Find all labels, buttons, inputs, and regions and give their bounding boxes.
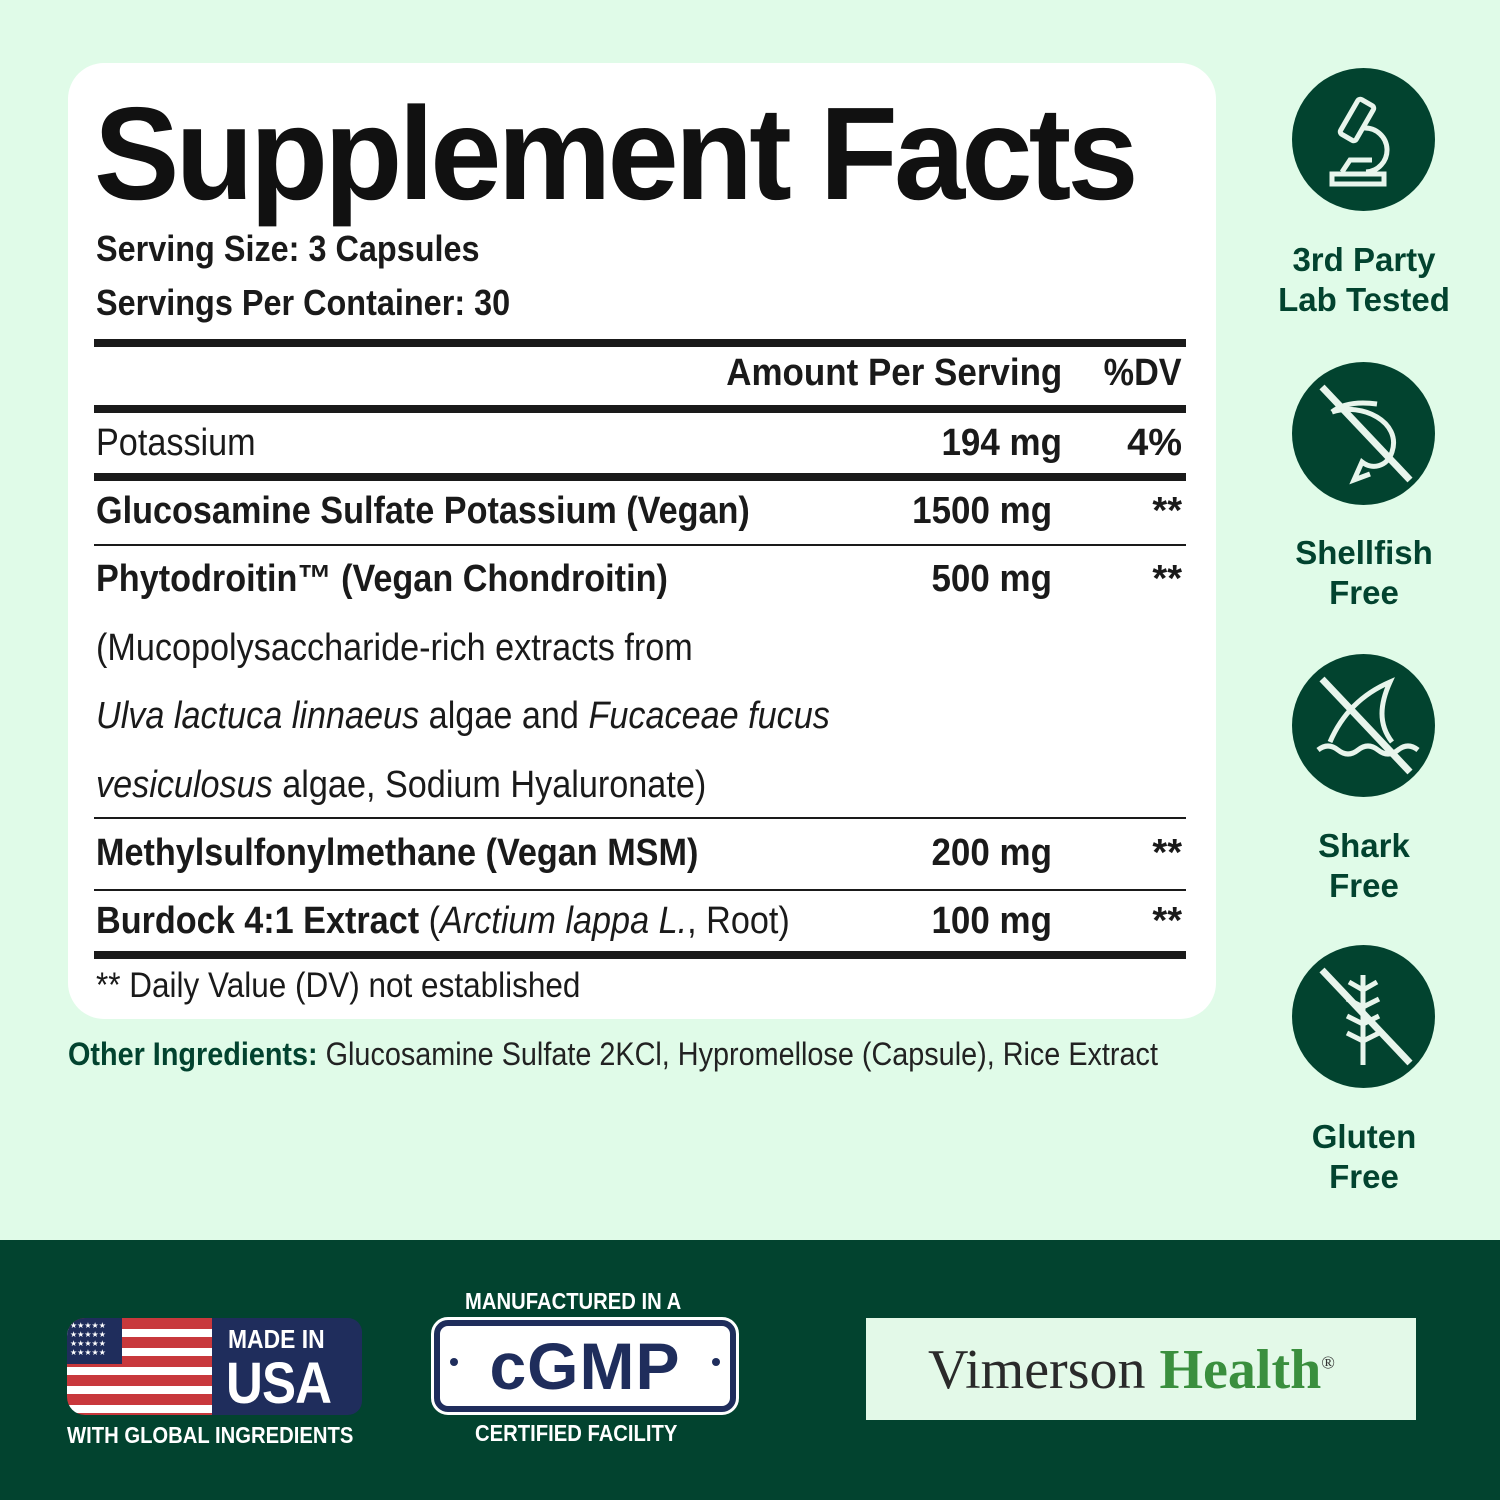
phyto-description: (Mucopolysaccharide-rich extracts from bbox=[96, 627, 693, 670]
serving-size: Serving Size: 3 Capsules bbox=[96, 228, 480, 269]
cgmp-badge: cGMP bbox=[431, 1317, 739, 1415]
divider bbox=[94, 405, 1186, 413]
nutrient-amount: 194 mg bbox=[941, 422, 1062, 464]
usa-flag-icon: ★★★★★ ★★★★★ ★★★★★ ★★★★★ bbox=[67, 1318, 212, 1415]
desc-latin: Ulva lactuca linnaeus bbox=[96, 695, 420, 737]
phyto-description: vesiculosus algae, Sodium Hyaluronate) bbox=[96, 764, 706, 807]
divider bbox=[94, 473, 1186, 481]
badge-line: Shark bbox=[1318, 827, 1410, 864]
divider bbox=[94, 951, 1186, 959]
nutrient-amount: 100 mg bbox=[931, 900, 1052, 942]
nutrient-name: Potassium bbox=[96, 422, 256, 464]
cgmp-bottom-text: CERTIFIED FACILITY bbox=[475, 1420, 678, 1446]
brand-logo: Vimerson Health® bbox=[866, 1318, 1416, 1420]
desc-text: (Mucopolysaccharide-rich extracts from bbox=[96, 627, 693, 669]
nutrient-latin: Arctium lappa L. bbox=[440, 900, 688, 942]
nutrient-name: Burdock 4:1 Extract (Arctium lappa L., R… bbox=[96, 900, 790, 942]
phyto-description: Ulva lactuca linnaeus algae and Fucaceae… bbox=[96, 695, 830, 738]
footer-banner: ★★★★★ ★★★★★ ★★★★★ ★★★★★ MADE IN USA WITH GL… bbox=[0, 1240, 1500, 1500]
nutrient-dv: ** bbox=[1152, 490, 1182, 532]
other-ingredients-value: Glucosamine Sulfate 2KCl, Hypromellose (… bbox=[317, 1036, 1158, 1072]
usa-bottom-text: WITH GLOBAL INGREDIENTS bbox=[67, 1422, 354, 1448]
shark-free-icon bbox=[1292, 654, 1435, 797]
nutrient-dv: 4% bbox=[1127, 422, 1182, 464]
brand-name-vimerson: Vimerson bbox=[928, 1339, 1146, 1401]
badge-label: 3rd Party Lab Tested bbox=[1250, 240, 1478, 320]
badge-line: Gluten bbox=[1311, 1118, 1417, 1155]
footnote: ** Daily Value (DV) not established bbox=[96, 966, 581, 1005]
other-ingredients-label: Other Ingredients: bbox=[68, 1036, 318, 1072]
badge-label: Gluten Free bbox=[1250, 1117, 1478, 1197]
nutrient-dv: ** bbox=[1152, 558, 1182, 600]
badge-line: Free bbox=[1329, 574, 1399, 611]
shellfish-free-icon bbox=[1292, 362, 1435, 505]
panel-title: Supplement Facts bbox=[94, 80, 1139, 227]
nutrient-amount: 200 mg bbox=[931, 832, 1052, 874]
desc-latin: vesiculosus bbox=[96, 764, 273, 806]
usa-top-text: MADE IN bbox=[228, 1324, 325, 1354]
nutrient-dv: ** bbox=[1152, 900, 1182, 942]
divider bbox=[94, 544, 1186, 546]
nutrient-name: Phytodroitin™ (Vegan Chondroitin) bbox=[96, 558, 668, 600]
nutrient-name: Glucosamine Sulfate Potassium (Vegan) bbox=[96, 490, 750, 532]
badge-line: Free bbox=[1329, 867, 1399, 904]
registered-mark: ® bbox=[1321, 1352, 1335, 1373]
brand-name-health: Health bbox=[1159, 1339, 1322, 1401]
badge-line: 3rd Party bbox=[1292, 241, 1436, 278]
nutrient-amount: 1500 mg bbox=[912, 490, 1052, 532]
badge-line: Free bbox=[1329, 1158, 1399, 1195]
cgmp-top-text: MANUFACTURED IN A bbox=[465, 1288, 682, 1314]
microscope-icon bbox=[1292, 68, 1435, 211]
usa-big-text: USA bbox=[226, 1351, 332, 1416]
badge-label: Shark Free bbox=[1250, 826, 1478, 906]
nutrient-name-main: Burdock 4:1 Extract bbox=[96, 900, 420, 942]
nutrient-amount: 500 mg bbox=[931, 558, 1052, 600]
desc-text: algae and bbox=[419, 695, 589, 737]
nutrient-part: Root bbox=[706, 900, 779, 942]
servings-per-container: Servings Per Container: 30 bbox=[96, 282, 511, 323]
divider bbox=[94, 817, 1186, 819]
nutrient-dv: ** bbox=[1152, 832, 1182, 874]
divider bbox=[94, 339, 1186, 347]
desc-latin: Fucaceae fucus bbox=[588, 695, 830, 737]
cgmp-text: cGMP bbox=[489, 1329, 681, 1403]
other-ingredients: Other Ingredients: Glucosamine Sulfate 2… bbox=[68, 1036, 1158, 1073]
header-dv: %DV bbox=[1104, 352, 1182, 394]
badge-line: Shellfish bbox=[1295, 534, 1433, 571]
nutrient-name: Methylsulfonylmethane (Vegan MSM) bbox=[96, 832, 699, 874]
dot-icon bbox=[712, 1358, 720, 1366]
desc-text: algae, Sodium Hyaluronate) bbox=[272, 764, 707, 806]
header-amount: Amount Per Serving bbox=[725, 352, 1062, 394]
dot-icon bbox=[450, 1358, 458, 1366]
divider bbox=[94, 889, 1186, 891]
gluten-free-icon bbox=[1292, 945, 1435, 1088]
supplement-facts-panel bbox=[68, 63, 1216, 1019]
badge-line: Lab Tested bbox=[1278, 281, 1450, 318]
badge-label: Shellfish Free bbox=[1250, 533, 1478, 613]
usa-badge bbox=[212, 1318, 362, 1415]
